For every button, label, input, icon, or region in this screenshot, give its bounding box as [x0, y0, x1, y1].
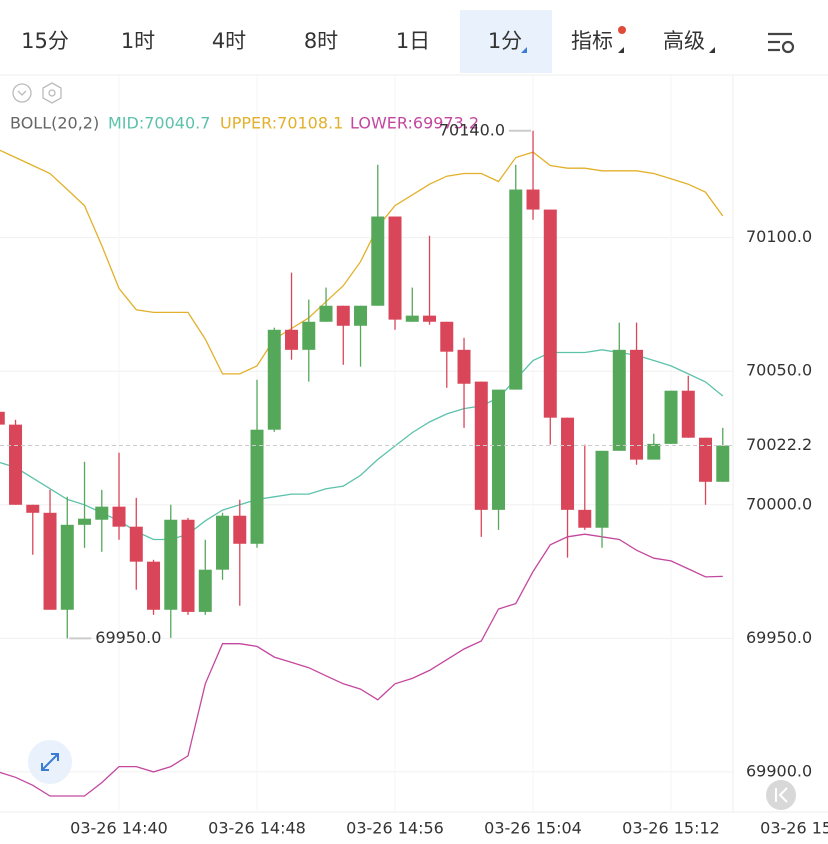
- config-icon[interactable]: [42, 82, 62, 104]
- candle-body: [630, 349, 644, 460]
- legend-entry: UPPER:70108.1: [220, 114, 343, 133]
- candle-body: [0, 411, 5, 425]
- tab-arrow: [709, 47, 715, 53]
- candle-body: [457, 349, 471, 384]
- settings-icon[interactable]: [768, 32, 795, 54]
- candle-body: [354, 305, 368, 326]
- x-tick-label: 03-26 15:20: [760, 819, 828, 838]
- candle-body: [612, 349, 626, 451]
- expand-icon[interactable]: [28, 740, 72, 784]
- y-tick-label: 69900.0: [746, 761, 812, 780]
- x-tick-label: 03-26 14:56: [346, 819, 444, 838]
- candle-body: [388, 216, 402, 320]
- x-tick-label: 03-26 14:40: [70, 819, 168, 838]
- band-line: [0, 149, 724, 375]
- candle-body: [198, 569, 212, 612]
- last-price-label: 70022.2: [746, 435, 812, 454]
- candle-body: [561, 417, 575, 510]
- candle-body: [664, 390, 678, 444]
- tab[interactable]: 1分: [488, 29, 522, 53]
- badge-dot: [618, 26, 626, 34]
- candle-body: [60, 524, 74, 610]
- tab[interactable]: 15分: [21, 29, 69, 53]
- candle-body: [319, 305, 333, 322]
- band-line: [0, 533, 723, 797]
- tab-arrow: [521, 47, 527, 53]
- candle-body: [423, 315, 437, 322]
- candle-body: [681, 390, 695, 438]
- candle-body: [9, 424, 23, 505]
- y-tick-label: 69950.0: [746, 628, 812, 647]
- candle-body: [147, 561, 161, 610]
- y-tick-label: 70050.0: [746, 361, 812, 380]
- legend-entry: MID:70040.7: [108, 114, 210, 133]
- selected-tab-bg: [460, 10, 552, 73]
- y-tick-label: 70100.0: [746, 227, 812, 246]
- candle-body: [43, 512, 57, 610]
- candle-body: [302, 321, 316, 350]
- candle-body: [543, 209, 557, 418]
- candle-body: [716, 445, 730, 482]
- tab[interactable]: 1时: [121, 29, 155, 53]
- candle-body: [578, 509, 592, 528]
- candle-body: [595, 450, 609, 528]
- plot-area: [0, 76, 733, 812]
- candle-body: [285, 329, 299, 350]
- annotation-label: 70140.0: [439, 120, 505, 139]
- candle-body: [216, 515, 230, 570]
- candle-body: [336, 305, 350, 326]
- candle-body: [26, 504, 40, 513]
- candle-body: [440, 321, 454, 352]
- tab[interactable]: 8时: [304, 29, 338, 53]
- candle-body: [164, 519, 178, 610]
- candle-body: [509, 189, 523, 390]
- tab[interactable]: 高级: [663, 29, 705, 53]
- candle-body: [526, 189, 540, 210]
- candle-body: [78, 518, 92, 525]
- candle-body: [233, 515, 247, 544]
- tab[interactable]: 指标: [571, 29, 613, 53]
- candle-body: [492, 389, 506, 510]
- annotation-label: 69950.0: [95, 628, 161, 647]
- candle-body: [181, 519, 195, 612]
- x-tick-label: 03-26 15:12: [622, 819, 720, 838]
- x-tick-label: 03-26 14:48: [208, 819, 306, 838]
- candle-body: [250, 429, 264, 544]
- candle-body: [405, 315, 419, 322]
- legend-entry: LOWER:69973.2: [350, 114, 479, 133]
- candle-body: [371, 216, 385, 306]
- x-tick-label: 03-26 15:04: [484, 819, 582, 838]
- candle-body: [474, 381, 488, 510]
- tab-arrow: [618, 47, 624, 53]
- toolbar: [0, 0, 828, 76]
- candle-body: [647, 443, 661, 460]
- y-tick-label: 70000.0: [746, 494, 812, 513]
- scroll-end-button[interactable]: [766, 780, 796, 810]
- candle-body: [129, 526, 143, 562]
- candle-body: [112, 506, 126, 527]
- tab[interactable]: 4时: [212, 29, 246, 53]
- indicator-label: BOLL(20,2): [10, 114, 99, 133]
- candle-body: [267, 329, 281, 430]
- candle-body: [95, 506, 109, 520]
- collapse-icon[interactable]: [12, 83, 32, 103]
- tab[interactable]: 1日: [396, 29, 430, 53]
- candle-body: [699, 437, 713, 482]
